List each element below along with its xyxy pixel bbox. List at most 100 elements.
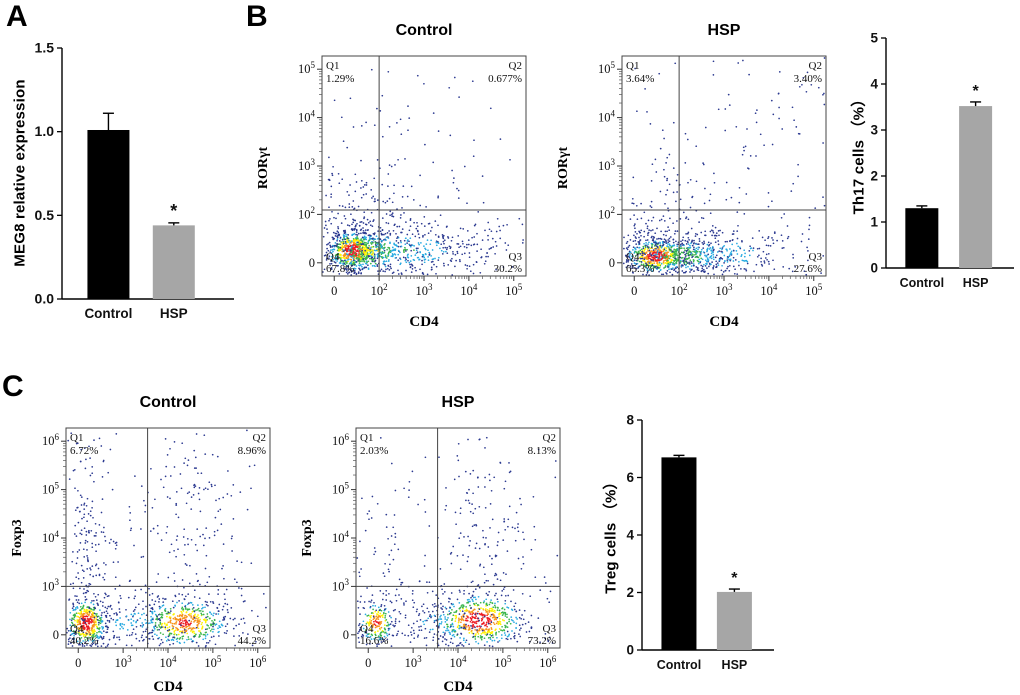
- significance-asterisk: *: [731, 570, 738, 587]
- flow-b-hsp-plot: 0 0 102 102 103 103 104 104 105 105 Q1 3.64% Q2 3.40%…: [578, 50, 840, 307]
- quadrant-percent: 3.40%: [794, 73, 822, 85]
- flow-b-control-title: Control: [395, 22, 453, 39]
- treg-bar-chart: 0 2 4 6 8 Control * HSP: [600, 402, 782, 692]
- x-tick-label: 103: [115, 654, 132, 670]
- flow-c-hsp-x-axis-label: CD4: [443, 679, 473, 695]
- treg_bar-svg: 0 2 4 6 8 Control * HSP: [626, 413, 774, 672]
- flow-b-hsp-title: HSP: [707, 22, 741, 39]
- y-tick-label: 105: [598, 60, 616, 76]
- quadrant-percent: 73.2%: [528, 635, 556, 647]
- bar-hsp: [152, 225, 195, 299]
- y-tick-label: 102: [598, 205, 615, 221]
- flow-b-hsp-x-axis-label: CD4: [709, 314, 739, 330]
- quadrant-name: Q1: [626, 60, 639, 72]
- flow-c-control-title: Control: [139, 394, 197, 411]
- y-tick-label: 1.0: [35, 123, 55, 139]
- y-tick-label: 102: [298, 205, 315, 221]
- y-tick-label: 103: [332, 577, 350, 593]
- quadrant-name: Q4: [70, 623, 84, 635]
- y-tick-label: 0: [53, 628, 59, 642]
- flow-c-hsp-title: HSP: [441, 394, 475, 411]
- quadrant-percent: 44.2%: [238, 635, 266, 647]
- meg8_bar-svg: 0.0 0.5 1.0 1.5 Control * HSP: [35, 40, 234, 321]
- flow_b_control-svg: 0 0 102 102 103 103 104 104 105 105 Q11.29% Q20.677…: [298, 55, 527, 298]
- flow-b-control: Control RORγt 0 0 102 102 103 103 104 104 105 105…: [256, 20, 548, 340]
- scatter-dots: [66, 429, 267, 648]
- x-tick-label: 105: [505, 282, 523, 298]
- y-tick-label: 4: [626, 528, 634, 543]
- quadrant-name: Q1: [326, 60, 339, 72]
- th17_bar-svg: 0 1 2 3 4 5 Control * HSP: [870, 31, 1014, 290]
- y-tick-label: 104: [332, 529, 350, 545]
- category-label: Control: [657, 658, 701, 672]
- quadrant-name: Q1: [360, 432, 373, 444]
- y-tick-label: 103: [298, 157, 316, 173]
- flow-c-hsp: HSP Foxp3 0 0 103 103 104 104 105 105 106 106 Q1 2.…: [290, 392, 582, 695]
- quadrant-name: Q2: [543, 432, 556, 444]
- scatter-dots: [356, 436, 559, 648]
- y-tick-label: 6: [626, 470, 634, 485]
- quadrant-name: Q3: [253, 623, 267, 635]
- significance-asterisk: *: [972, 83, 979, 100]
- axis-ticks: 0 0 102 102 103 103 104 104 105 105: [298, 60, 523, 298]
- quadrant-percent: 8.96%: [238, 445, 266, 457]
- bar-control: [87, 129, 130, 299]
- flow-b-hsp-y-axis-label: RORγt: [556, 146, 571, 190]
- y-tick-label: 104: [598, 108, 616, 124]
- x-tick-label: 0: [75, 656, 81, 670]
- flow-b-control-x-axis-label: CD4: [409, 314, 439, 330]
- meg8-bar-chart: 0.0 0.5 1.0 1.5 Control * HSP: [22, 34, 242, 346]
- x-tick-label: 102: [671, 282, 688, 298]
- x-tick-label: 106: [539, 654, 557, 670]
- category-label: Control: [84, 306, 132, 321]
- quadrant-percent: 27.6%: [794, 263, 822, 275]
- flow_c_hsp-svg: 0 0 103 103 104 104 105 105 106 106 Q12.03% Q28.13%…: [332, 427, 561, 670]
- flow-b-control-plot: 0 0 102 102 103 103 104 104 105 105 Q1 1.29% Q2 0.677…: [278, 50, 540, 307]
- scatter-dots: [322, 68, 524, 276]
- y-tick-label: 0: [870, 261, 878, 276]
- y-tick-label: 0: [609, 256, 615, 270]
- x-tick-label: 104: [160, 654, 178, 670]
- y-tick-label: 105: [298, 60, 316, 76]
- quadrant-name: Q4: [360, 623, 374, 635]
- flow-c-hsp-plot: 0 0 103 103 104 104 105 105 106 106 Q1 2.03% Q2 8.13%…: [312, 422, 574, 679]
- y-tick-label: 105: [42, 480, 60, 496]
- x-tick-label: 103: [716, 282, 734, 298]
- quadrant-name: Q2: [253, 432, 266, 444]
- x-tick-label: 104: [760, 282, 778, 298]
- significance-asterisk: *: [170, 201, 177, 221]
- quadrant-percent: 30.2%: [494, 263, 522, 275]
- y-tick-label: 1.5: [35, 40, 55, 56]
- quadrant-percent: 6.72%: [70, 445, 98, 457]
- flow-b-control-y-axis-label: RORγt: [256, 146, 271, 190]
- axis-ticks: 0 0 102 102 103 103 104 104 105 105: [598, 60, 823, 298]
- y-tick-label: 0: [309, 256, 315, 270]
- plot-frame: [321, 55, 527, 277]
- panel-label-b: B: [246, 0, 268, 33]
- quadrant-name: Q4: [326, 251, 340, 263]
- flow-b-hsp: HSP RORγt 0 0 102 102 103 103 104 104 105 105 Q1 3.…: [556, 20, 848, 340]
- x-tick-label: 105: [805, 282, 823, 298]
- y-tick-label: 0: [626, 643, 634, 658]
- y-tick-label: 5: [870, 31, 878, 46]
- flow_c_control-svg: 0 0 103 103 104 104 105 105 106 106 Q16.72% Q28.96%…: [42, 427, 271, 670]
- y-tick-label: 103: [42, 577, 60, 593]
- axis-ticks: 0 0 103 103 104 104 105 105 106 106: [332, 432, 557, 670]
- x-tick-label: 102: [371, 282, 388, 298]
- x-tick-label: 104: [450, 654, 468, 670]
- y-tick-label: 0.5: [35, 207, 55, 223]
- x-tick-label: 103: [405, 654, 423, 670]
- x-tick-label: 0: [365, 656, 371, 670]
- panel-label-c: C: [2, 370, 24, 403]
- quadrant-name: Q3: [543, 623, 557, 635]
- y-tick-label: 103: [598, 157, 616, 173]
- y-tick-label: 106: [332, 432, 350, 448]
- category-label: Control: [900, 276, 944, 290]
- y-tick-label: 105: [332, 480, 350, 496]
- x-tick-label: 105: [494, 654, 512, 670]
- quadrant-percent: 65.3%: [626, 263, 654, 275]
